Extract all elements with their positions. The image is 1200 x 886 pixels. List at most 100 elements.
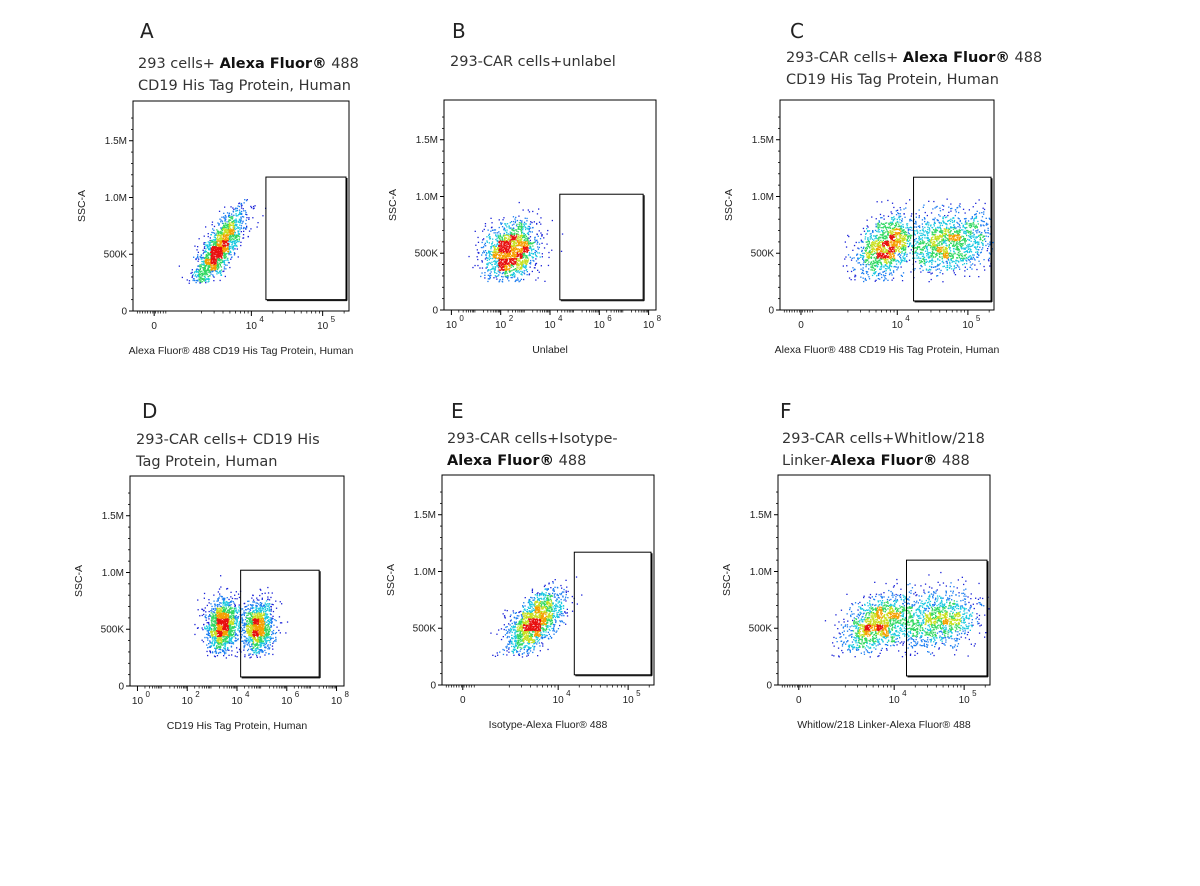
event-dot [975, 217, 978, 219]
event-dot [518, 244, 520, 246]
event-dot [499, 266, 502, 268]
event-dot [884, 258, 887, 260]
event-dot [509, 236, 511, 238]
event-dot [232, 210, 234, 212]
event-dot [867, 226, 869, 228]
event-dot [933, 235, 935, 237]
event-dot [494, 229, 497, 231]
event-dot [970, 233, 972, 236]
event-dot [934, 266, 936, 268]
event-dot [526, 261, 528, 264]
event-dot [988, 257, 990, 259]
event-dot [887, 231, 889, 233]
event-dot [948, 244, 950, 246]
event-dot [200, 272, 202, 275]
event-dot [234, 233, 236, 236]
event-dot [238, 209, 241, 211]
event-dot [884, 251, 887, 253]
panel-letter: C [790, 19, 804, 43]
event-dot [886, 262, 888, 265]
event-dot [906, 239, 909, 241]
event-dot [936, 254, 938, 256]
event-dot [913, 245, 915, 247]
event-dot [200, 254, 202, 256]
event-dot [510, 232, 512, 234]
event-dot [235, 244, 238, 247]
event-dot [226, 240, 228, 242]
event-dot [220, 245, 222, 247]
event-dot [969, 255, 972, 257]
event-dot [925, 246, 927, 248]
event-dot [958, 234, 961, 236]
event-dot [527, 225, 529, 228]
event-dot [523, 253, 525, 255]
event-dot [216, 269, 219, 271]
event-dot [222, 240, 224, 242]
event-dot [894, 241, 896, 243]
event-dot [504, 223, 506, 225]
event-dot [516, 264, 518, 266]
event-dot [218, 248, 221, 250]
event-dot [508, 264, 510, 266]
event-dot [203, 280, 205, 282]
event-dot [883, 218, 885, 220]
event-dot [883, 279, 885, 281]
event-dot [884, 241, 886, 243]
event-dot [229, 238, 231, 240]
event-dot [197, 254, 199, 256]
event-dot [517, 253, 519, 255]
event-dot [178, 265, 180, 267]
event-dot [512, 273, 515, 275]
event-dot [200, 281, 203, 283]
event-dot [496, 243, 499, 245]
event-dot [216, 236, 219, 238]
event-dot [210, 259, 212, 261]
event-dot [871, 216, 873, 218]
event-dot [855, 241, 857, 244]
event-dot [239, 229, 241, 231]
event-dot [903, 229, 905, 231]
x-tick-exponent: 5 [331, 315, 336, 324]
event-dot [503, 245, 505, 247]
event-dot [936, 252, 938, 254]
event-dot [899, 256, 901, 258]
event-dot [870, 246, 872, 248]
event-dot [519, 262, 521, 264]
gate-rectangle[interactable] [559, 193, 644, 301]
event-dot [227, 225, 229, 227]
event-dot [947, 239, 949, 242]
event-dot [916, 254, 918, 256]
x-tick-exponent: 2 [509, 314, 514, 323]
event-dot [522, 231, 524, 233]
event-dot [234, 236, 236, 239]
event-dot [868, 255, 870, 257]
event-dot [528, 252, 531, 254]
event-dot [485, 254, 487, 256]
event-dot [484, 272, 486, 274]
event-dot [493, 253, 495, 256]
event-dot [220, 219, 222, 221]
event-dot [891, 221, 894, 223]
event-dots [842, 198, 994, 283]
event-dot [523, 278, 525, 281]
event-dot [505, 240, 507, 242]
event-dot [487, 270, 489, 272]
event-dot [874, 259, 876, 261]
event-dot [532, 253, 534, 255]
event-dot [890, 241, 892, 244]
gate-rectangle[interactable] [265, 176, 347, 301]
event-dot [893, 246, 895, 248]
event-dot [489, 262, 491, 264]
x-tick-label: 0 [151, 321, 157, 332]
event-dot [502, 276, 504, 278]
event-dot [887, 242, 889, 244]
event-dot [481, 241, 483, 244]
event-dot [202, 267, 204, 269]
event-dot [929, 260, 931, 262]
event-dot [868, 257, 870, 259]
event-dot [199, 280, 201, 282]
event-dot [507, 257, 509, 259]
event-dot [222, 226, 224, 228]
event-dot [524, 226, 526, 228]
event-dot [535, 258, 537, 260]
